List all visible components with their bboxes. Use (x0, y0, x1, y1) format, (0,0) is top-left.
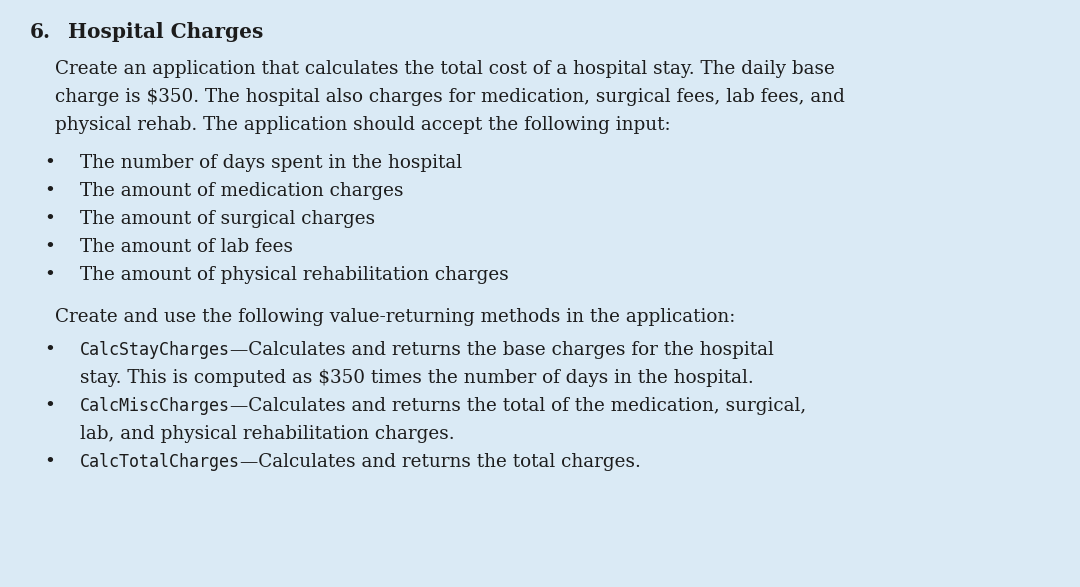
Text: 6.: 6. (30, 22, 51, 42)
Text: The amount of physical rehabilitation charges: The amount of physical rehabilitation ch… (80, 266, 509, 284)
Text: lab, and physical rehabilitation charges.: lab, and physical rehabilitation charges… (80, 425, 455, 443)
Text: stay. This is computed as $350 times the number of days in the hospital.: stay. This is computed as $350 times the… (80, 369, 754, 387)
Text: •: • (44, 341, 55, 359)
Text: Create an application that calculates the total cost of a hospital stay. The dai: Create an application that calculates th… (55, 60, 835, 78)
Text: CalcTotalCharges: CalcTotalCharges (80, 453, 240, 471)
Text: The amount of lab fees: The amount of lab fees (80, 238, 293, 256)
Text: —Calculates and returns the total charges.: —Calculates and returns the total charge… (240, 453, 640, 471)
Text: The amount of medication charges: The amount of medication charges (80, 182, 404, 200)
Text: •: • (44, 266, 55, 284)
Text: •: • (44, 397, 55, 415)
Text: —Calculates and returns the base charges for the hospital: —Calculates and returns the base charges… (230, 341, 774, 359)
Text: •: • (44, 182, 55, 200)
Text: Hospital Charges: Hospital Charges (68, 22, 264, 42)
Text: •: • (44, 210, 55, 228)
Text: CalcStayCharges: CalcStayCharges (80, 341, 230, 359)
Text: •: • (44, 154, 55, 172)
Text: Create and use the following value-returning methods in the application:: Create and use the following value-retur… (55, 308, 735, 326)
Text: The number of days spent in the hospital: The number of days spent in the hospital (80, 154, 462, 172)
Text: CalcMiscCharges: CalcMiscCharges (80, 397, 230, 415)
Text: The amount of surgical charges: The amount of surgical charges (80, 210, 375, 228)
Text: charge is $350. The hospital also charges for medication, surgical fees, lab fee: charge is $350. The hospital also charge… (55, 88, 845, 106)
Text: —Calculates and returns the total of the medication, surgical,: —Calculates and returns the total of the… (230, 397, 807, 415)
Text: physical rehab. The application should accept the following input:: physical rehab. The application should a… (55, 116, 671, 134)
Text: •: • (44, 453, 55, 471)
Text: •: • (44, 238, 55, 256)
